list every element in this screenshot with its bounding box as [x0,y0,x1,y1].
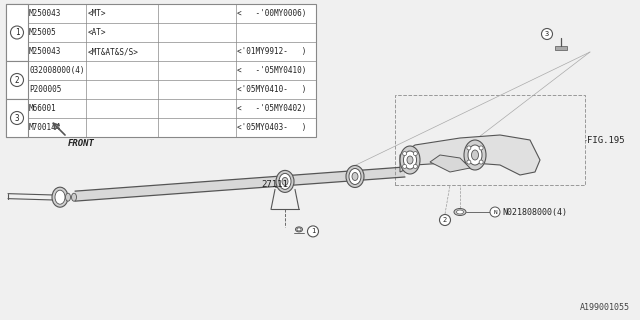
Ellipse shape [349,168,361,184]
Bar [6,99,28,137]
Text: 1: 1 [15,28,19,37]
Circle shape [403,164,406,168]
Ellipse shape [72,193,77,201]
Polygon shape [400,135,540,175]
Ellipse shape [52,187,68,207]
Circle shape [479,160,483,164]
Circle shape [307,226,319,237]
Ellipse shape [276,170,294,192]
Text: M66001: M66001 [29,104,57,113]
Ellipse shape [296,227,303,232]
Circle shape [467,146,471,150]
Text: M250043: M250043 [29,9,61,18]
Ellipse shape [472,150,479,160]
Ellipse shape [456,210,463,214]
Text: 3: 3 [15,114,19,123]
Text: <   -'05MY0402): < -'05MY0402) [237,104,307,113]
Text: <AT>: <AT> [88,28,106,37]
Circle shape [413,164,417,168]
Circle shape [467,160,471,164]
Ellipse shape [464,140,486,170]
Ellipse shape [468,145,482,165]
Ellipse shape [282,177,288,185]
Text: <'01MY9912-   ): <'01MY9912- ) [237,47,307,56]
Text: N: N [493,210,497,214]
Ellipse shape [346,165,364,188]
Text: 2: 2 [15,76,19,84]
Text: <   -'05MY0410): < -'05MY0410) [237,66,307,75]
Circle shape [10,111,24,124]
Text: P200005: P200005 [29,85,61,94]
Text: M25005: M25005 [29,28,57,37]
Circle shape [10,74,24,86]
Bar [395,95,585,185]
Circle shape [541,28,552,39]
Circle shape [440,214,451,226]
Text: <'05MY0403-   ): <'05MY0403- ) [237,123,307,132]
Text: N021808000(4): N021808000(4) [502,207,567,217]
Circle shape [10,26,24,39]
Circle shape [403,152,406,156]
Ellipse shape [400,146,420,174]
Ellipse shape [403,151,417,169]
Bar [6,61,28,99]
Text: 032008000(4): 032008000(4) [29,66,84,75]
Polygon shape [430,155,470,172]
Text: <MT>: <MT> [88,9,106,18]
Text: <MT&AT&S/S>: <MT&AT&S/S> [88,47,139,56]
Text: FIG.195: FIG.195 [587,135,625,145]
Bar [6,4,28,61]
Circle shape [479,146,483,150]
Bar [6,4,316,137]
Text: 2: 2 [443,217,447,223]
Ellipse shape [407,156,413,164]
Text: 1: 1 [311,228,315,234]
Text: M700144: M700144 [29,123,61,132]
Text: 27111: 27111 [262,180,289,189]
Ellipse shape [297,228,301,231]
Text: M250043: M250043 [29,47,61,56]
Ellipse shape [454,209,466,215]
Circle shape [490,207,500,217]
Text: <'05MY0410-   ): <'05MY0410- ) [237,85,307,94]
Ellipse shape [55,190,65,204]
Bar [555,46,567,50]
Circle shape [413,152,417,156]
Ellipse shape [65,193,70,201]
Text: <   -'00MY0006): < -'00MY0006) [237,9,307,18]
Text: 3: 3 [545,31,549,37]
Ellipse shape [352,172,358,180]
Ellipse shape [279,173,291,189]
Text: FRONT: FRONT [68,139,95,148]
Polygon shape [75,167,405,201]
Text: A199001055: A199001055 [580,303,630,312]
